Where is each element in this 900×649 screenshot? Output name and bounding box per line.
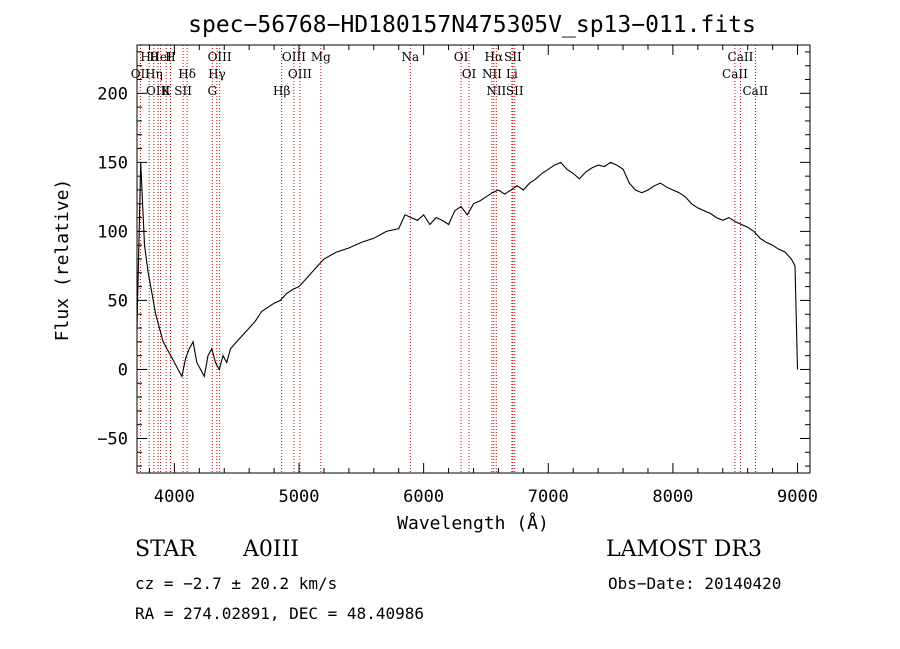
line-marker-label: H (165, 50, 175, 64)
y-tick-label: 150 (97, 153, 128, 173)
line-marker-label: NII (486, 84, 506, 98)
x-tick-label: 8000 (652, 487, 693, 507)
y-tick-label: −50 (97, 429, 128, 449)
x-axis-label: Wavelength (Å) (397, 512, 549, 534)
line-marker-label: Hη (145, 67, 163, 81)
redshift-cz: cz = −2.7 ± 20.2 km/s (135, 574, 338, 593)
object-subclass: A0III (243, 537, 299, 562)
x-tick-label: 5000 (279, 487, 320, 507)
plot-frame (136, 44, 811, 474)
line-marker-label: Hδ (178, 67, 196, 81)
x-tick-label: 4000 (154, 487, 195, 507)
line-marker-label: OIII (208, 50, 232, 64)
ra-dec-coordinates: RA = 274.02891, DEC = 48.40986 (135, 604, 424, 623)
line-marker-label: Li (506, 67, 518, 81)
line-marker-label: Hβ (273, 84, 290, 98)
spectral-line-markers: HθOIIOIIIHeIHηKHHδSIIOIIIHγGOIIIOIIIHβMg… (131, 45, 769, 473)
line-marker-label: SII (174, 84, 192, 98)
y-tick-label: 200 (97, 84, 128, 104)
line-marker-label: OIII (288, 67, 312, 81)
chart-title: spec−56768−HD180157N475305V_sp13−011.fit… (188, 12, 756, 38)
plot-axes: 4000 5000 6000 7000 8000 9000 −50 0 50 100 150 200 (97, 44, 818, 507)
observation-date: Obs−Date: 20140420 (608, 574, 782, 593)
x-tick-label: 6000 (403, 487, 444, 507)
line-marker-label: SII (506, 84, 524, 98)
line-marker-label: Hα (485, 50, 504, 64)
line-marker-label: OI (462, 67, 477, 81)
line-marker-label: K (162, 84, 172, 98)
x-tick-label: 9000 (777, 487, 818, 507)
object-class: STAR (135, 537, 196, 562)
line-marker-label: OIII (282, 50, 306, 64)
y-tick-label: 0 (118, 360, 128, 380)
line-marker-label: SII (504, 50, 522, 64)
line-marker-label: CaII (728, 50, 754, 64)
spectrum-line (136, 161, 799, 379)
line-marker-label: CaII (722, 67, 748, 81)
line-marker-label: G (207, 84, 217, 98)
y-tick-label: 100 (97, 222, 128, 242)
line-marker-label: Hγ (208, 67, 226, 81)
survey-name: LAMOST DR3 (606, 537, 762, 562)
line-marker-label: OIII (146, 84, 170, 98)
line-marker-label: OII (131, 67, 151, 81)
y-axis-label: Flux (relative) (52, 179, 73, 342)
line-marker-label: Na (401, 50, 419, 64)
line-marker-label: Mg (311, 50, 331, 64)
y-tick-label: 50 (108, 291, 128, 311)
line-marker-label: OI (454, 50, 469, 64)
x-tick-label: 7000 (528, 487, 569, 507)
line-marker-label: NII (482, 67, 502, 81)
line-marker-label: CaII (742, 84, 768, 98)
